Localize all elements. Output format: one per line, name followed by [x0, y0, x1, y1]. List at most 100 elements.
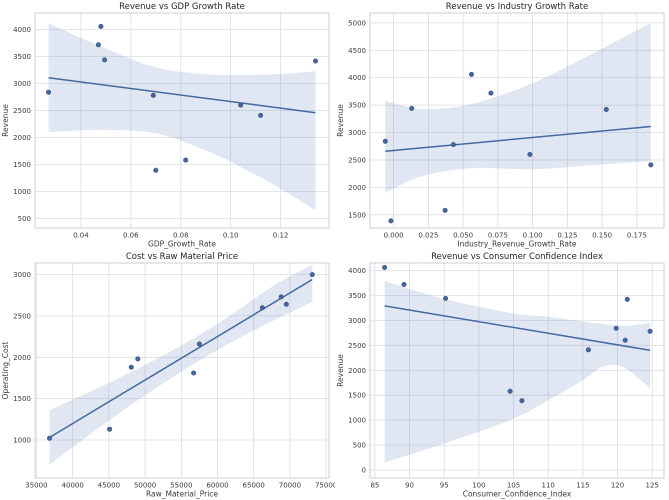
- y-tick-label: 2000: [13, 354, 31, 362]
- y-tick-label: 1500: [13, 395, 31, 403]
- data-point: [45, 89, 51, 95]
- plot-border: [34, 12, 330, 229]
- chart-title: Cost vs Raw Material Price: [126, 252, 238, 262]
- x-tick-label: 95: [440, 482, 449, 490]
- data-point: [46, 435, 52, 441]
- x-axis-label: GDP_Growth_Rate: [148, 240, 216, 249]
- y-tick-label: 3000: [13, 80, 31, 88]
- data-point: [442, 207, 448, 213]
- chart-title: Revenue vs Consumer Confidence Index: [431, 252, 603, 262]
- data-point: [309, 272, 315, 278]
- figure-background: [335, 0, 669, 250]
- confidence-band: [49, 264, 313, 465]
- data-point: [312, 58, 318, 64]
- x-axis-label: Consumer_Confidence_Index: [463, 490, 572, 499]
- confidence-band: [385, 22, 651, 193]
- x-tick-label: 45000: [98, 482, 120, 490]
- y-tick-label: 2500: [13, 312, 31, 320]
- y-tick-label: 1000: [13, 188, 31, 196]
- data-point: [150, 92, 156, 98]
- x-tick-label: 115: [576, 482, 589, 490]
- data-point: [488, 90, 494, 96]
- regression-line: [49, 278, 313, 439]
- y-tick-label: 500: [18, 215, 31, 223]
- x-tick-label: 90: [405, 482, 414, 490]
- data-point: [622, 337, 628, 343]
- data-point: [443, 295, 449, 301]
- data-point: [519, 398, 525, 404]
- data-point: [196, 341, 202, 347]
- x-axis-label: Industry_Revenue_Growth_Rate: [457, 240, 576, 249]
- y-axis-label: Revenue: [1, 104, 10, 137]
- data-point: [648, 162, 654, 168]
- plot-border: [369, 12, 665, 229]
- y-tick-label: 2500: [13, 107, 31, 115]
- data-point: [259, 305, 265, 311]
- y-tick-label: 1500: [348, 392, 366, 400]
- y-tick-label: 2500: [348, 342, 366, 350]
- x-tick-label: 0.04: [73, 232, 89, 240]
- figure-background: [335, 250, 669, 500]
- data-point: [238, 102, 244, 108]
- confidence-band: [48, 23, 316, 211]
- x-tick-label: 0.10: [223, 232, 239, 240]
- data-point: [102, 57, 108, 63]
- regression-line: [385, 125, 651, 152]
- data-point: [278, 294, 284, 300]
- plot-border: [34, 262, 330, 479]
- data-point: [527, 152, 533, 158]
- data-point: [382, 138, 388, 144]
- y-tick-label: 1500: [13, 161, 31, 169]
- figure-background: [0, 250, 335, 500]
- figure-background: [0, 0, 335, 250]
- regression-line: [48, 76, 316, 114]
- data-point: [585, 347, 591, 353]
- x-tick-label: 65000: [243, 482, 265, 490]
- y-tick-label: 3500: [348, 102, 366, 110]
- x-tick-label: 0.075: [488, 232, 508, 240]
- x-tick-label: 0.150: [592, 232, 612, 240]
- data-point: [258, 112, 264, 118]
- data-point: [95, 42, 101, 48]
- y-tick-label: 2500: [348, 157, 366, 165]
- x-tick-label: 50000: [134, 482, 156, 490]
- x-tick-label: 75000: [315, 482, 335, 490]
- y-tick-label: 3500: [348, 292, 366, 300]
- data-point: [409, 105, 415, 111]
- y-tick-label: 1500: [348, 211, 366, 219]
- x-tick-label: 70000: [279, 482, 301, 490]
- x-tick-label: 0.100: [523, 232, 543, 240]
- confidence-band: [384, 281, 651, 463]
- data-point: [183, 157, 189, 163]
- x-tick-label: 0.050: [453, 232, 473, 240]
- x-tick-label: 35000: [25, 482, 47, 490]
- scatter-chart-cost-vs-raw-material-price: 35000 40000 45000 50000 55000 60000 65000 70000…: [0, 250, 335, 500]
- data-point: [613, 325, 619, 331]
- x-tick-label: 0.125: [557, 232, 577, 240]
- x-tick-label: 0.175: [627, 232, 647, 240]
- data-point: [401, 281, 407, 287]
- data-point: [382, 265, 388, 271]
- x-tick-label: 120: [611, 482, 624, 490]
- regression-line: [384, 305, 651, 352]
- y-axis-label: Operating_Cost: [1, 341, 10, 399]
- x-tick-label: 0.000: [384, 232, 404, 240]
- x-tick-label: 0.06: [123, 232, 139, 240]
- y-tick-label: 2000: [13, 134, 31, 142]
- y-axis-label: Revenue: [336, 354, 345, 387]
- data-point: [128, 364, 134, 370]
- x-tick-label: 40000: [62, 482, 84, 490]
- y-tick-label: 500: [353, 442, 366, 450]
- data-point: [107, 426, 113, 432]
- y-tick-label: 4000: [348, 267, 366, 275]
- data-point: [388, 218, 394, 224]
- x-tick-label: 0.025: [418, 232, 438, 240]
- x-tick-label: 0.12: [273, 232, 289, 240]
- y-tick-label: 4500: [348, 47, 366, 55]
- data-point: [153, 167, 159, 173]
- x-tick-label: 125: [646, 482, 659, 490]
- data-point: [469, 71, 475, 77]
- data-point: [191, 370, 197, 376]
- scatter-chart-revenue-vs-consumer-confidence-index: 85 90 95 100 105 110 115 120 125 0 500 1000 1500 2000…: [335, 250, 669, 500]
